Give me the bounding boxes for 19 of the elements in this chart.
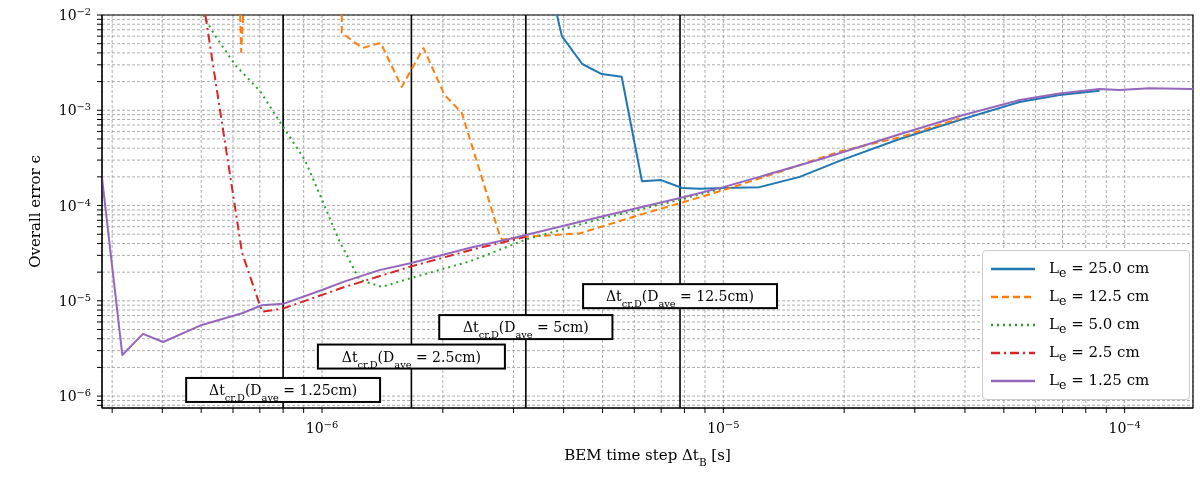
legend-label: L$_{e}$ = 5.0 cm: [1049, 314, 1140, 336]
y-tick-label: 10$^{−6}$: [58, 386, 91, 405]
x-tick-label: 10$^{−6}$: [305, 418, 339, 436]
legend-label: L$_{e}$ = 25.0 cm: [1049, 258, 1150, 280]
y-tick-label: 10$^{−3}$: [58, 100, 91, 119]
x-axis-title: BEM time step Δt$_{B}$ [s]: [564, 446, 731, 468]
y-tick-label: 10$^{−4}$: [58, 196, 91, 214]
y-axis-title: Overall error ϵ: [26, 155, 44, 268]
annotation: Δt$_{cr,D}$(D$_{ave}$ = 1.25cm): [209, 381, 358, 403]
legend-label: L$_{e}$ = 1.25 cm: [1049, 370, 1150, 392]
x-tick-label: 10$^{−5}$: [707, 418, 740, 436]
y-tick-label: 10$^{−5}$: [58, 291, 91, 309]
legend-label: L$_{e}$ = 2.5 cm: [1049, 342, 1140, 364]
legend-label: L$_{e}$ = 12.5 cm: [1049, 286, 1150, 308]
annotation: Δt$_{cr,D}$(D$_{ave}$ = 5cm): [462, 319, 589, 340]
annotation: Δt$_{cr,D}$(D$_{ave}$ = 2.5cm): [341, 348, 481, 370]
x-tick-label: 10$^{−4}$: [1108, 418, 1141, 436]
y-tick-label: 10$^{−2}$: [58, 5, 91, 23]
annotation: Δt$_{cr,D}$(D$_{ave}$ = 12.5cm): [606, 288, 755, 309]
